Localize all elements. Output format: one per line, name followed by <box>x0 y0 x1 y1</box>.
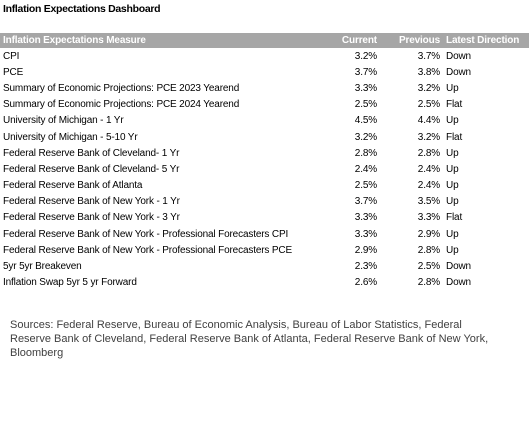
current-cell: 2.5% <box>354 180 377 192</box>
previous-cell: 3.2% <box>417 82 440 94</box>
previous-cell: 2.8% <box>417 277 440 289</box>
direction-cell: Up <box>446 180 459 192</box>
direction-cell: Up <box>446 244 459 256</box>
header-row: Inflation Expectations Measure Current Pre… <box>0 33 529 48</box>
measure-cell: CPI <box>3 50 20 62</box>
current-cell: 3.3% <box>354 82 377 94</box>
measure-cell: Federal Reserve Bank of Atlanta <box>3 180 143 192</box>
current-cell: 2.8% <box>354 147 377 159</box>
table-row: Federal Reserve Bank of New York - 1 Yr 3… <box>0 194 529 210</box>
previous-cell: 2.9% <box>417 228 440 240</box>
measure-cell: Summary of Economic Projections: PCE 202… <box>3 99 240 111</box>
expectations-table: Inflation Expectations Measure Current Pre… <box>0 33 529 291</box>
current-cell: 4.5% <box>354 115 377 127</box>
direction-cell: Down <box>446 261 471 273</box>
direction-cell: Down <box>446 277 471 289</box>
table-body: CPI 3.2% 3.7% Down PCE 3.7% 3.8% Down Summary of… <box>0 48 529 291</box>
table-row: Federal Reserve Bank of New York - 3 Yr 3… <box>0 210 529 226</box>
table-row: University of Michigan - 1 Yr 4.5% 4.4% Up <box>0 113 529 129</box>
direction-cell: Up <box>446 82 459 94</box>
table-row: PCE 3.7% 3.8% Down <box>0 64 529 80</box>
current-cell: 3.3% <box>354 228 377 240</box>
current-cell: 3.2% <box>354 131 377 143</box>
previous-cell: 2.4% <box>417 180 440 192</box>
measure-cell: Federal Reserve Bank of New York - 3 Yr <box>3 212 180 224</box>
measure-cell: 5yr 5yr Breakeven <box>3 261 82 273</box>
direction-cell: Up <box>446 196 459 208</box>
measure-cell: Federal Reserve Bank of New York - Profe… <box>3 228 289 240</box>
current-cell: 2.9% <box>354 244 377 256</box>
table-row: Federal Reserve Bank of Cleveland- 5 Yr 2… <box>0 161 529 177</box>
previous-cell: 2.8% <box>417 244 440 256</box>
current-cell: 2.4% <box>354 163 377 175</box>
previous-cell: 3.2% <box>417 131 440 143</box>
direction-cell: Down <box>446 66 471 78</box>
direction-cell: Down <box>446 50 471 62</box>
measure-cell: Federal Reserve Bank of New York - 1 Yr <box>3 196 180 208</box>
measure-cell: Federal Reserve Bank of Cleveland- 5 Yr <box>3 163 180 175</box>
measure-cell: Summary of Economic Projections: PCE 202… <box>3 82 240 94</box>
current-cell: 3.3% <box>354 212 377 224</box>
header-current: Current <box>337 33 380 48</box>
table-row: Summary of Economic Projections: PCE 202… <box>0 97 529 113</box>
direction-cell: Flat <box>446 212 463 224</box>
measure-cell: PCE <box>3 66 24 78</box>
previous-cell: 3.3% <box>417 212 440 224</box>
previous-cell: 2.5% <box>417 99 440 111</box>
previous-cell: 4.4% <box>417 115 440 127</box>
table-row: Federal Reserve Bank of Atlanta 2.5% 2.4% U… <box>0 178 529 194</box>
header-measure: Inflation Expectations Measure <box>0 33 337 48</box>
dashboard-title: Inflation Expectations Dashboard <box>3 3 161 15</box>
direction-cell: Up <box>446 163 459 175</box>
current-cell: 3.7% <box>354 66 377 78</box>
table-row: University of Michigan - 5-10 Yr 3.2% 3.2%… <box>0 129 529 145</box>
measure-cell: Federal Reserve Bank of Cleveland- 1 Yr <box>3 147 180 159</box>
measure-cell: University of Michigan - 1 Yr <box>3 115 124 127</box>
current-cell: 2.5% <box>354 99 377 111</box>
direction-cell: Flat <box>446 99 463 111</box>
direction-cell: Up <box>446 228 459 240</box>
table-row: 5yr 5yr Breakeven 2.3% 2.5% Down <box>0 258 529 274</box>
table-row: Federal Reserve Bank of Cleveland- 1 Yr 2… <box>0 145 529 161</box>
table-row: Federal Reserve Bank of New York - Profe… <box>0 242 529 258</box>
header-previous: Previous <box>380 33 443 48</box>
sources-note: Sources: Federal Reserve, Bureau of Econ… <box>10 319 489 359</box>
measure-cell: Inflation Swap 5yr 5 yr Forward <box>3 277 137 289</box>
previous-cell: 2.5% <box>417 261 440 273</box>
direction-cell: Up <box>446 147 459 159</box>
previous-cell: 2.4% <box>417 163 440 175</box>
previous-cell: 2.8% <box>417 147 440 159</box>
current-cell: 2.6% <box>354 277 377 289</box>
table-row: Summary of Economic Projections: PCE 202… <box>0 80 529 96</box>
previous-cell: 3.7% <box>417 50 440 62</box>
table-row: Inflation Swap 5yr 5 yr Forward 2.6% 2.8% D… <box>0 275 529 291</box>
current-cell: 3.2% <box>354 50 377 62</box>
current-cell: 2.3% <box>354 261 377 273</box>
previous-cell: 3.8% <box>417 66 440 78</box>
header-direction: Latest Direction <box>443 33 529 48</box>
current-cell: 3.7% <box>354 196 377 208</box>
direction-cell: Up <box>446 115 459 127</box>
table-row: CPI 3.2% 3.7% Down <box>0 48 529 64</box>
table-row: Federal Reserve Bank of New York - Profe… <box>0 226 529 242</box>
direction-cell: Flat <box>446 131 463 143</box>
measure-cell: University of Michigan - 5-10 Yr <box>3 131 138 143</box>
previous-cell: 3.5% <box>417 196 440 208</box>
measure-cell: Federal Reserve Bank of New York - Profe… <box>3 244 293 256</box>
